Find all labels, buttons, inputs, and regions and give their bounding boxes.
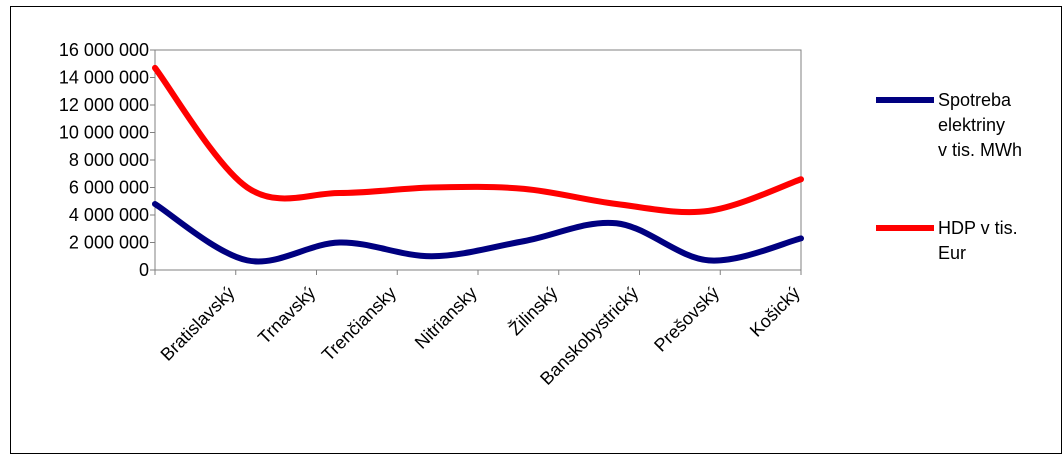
x-tick-label: Trenčiansky: [318, 283, 400, 365]
series-group: [152, 64, 804, 265]
legend: Spotreba elektriny v tis. MWh HDP v tis. Eur: [876, 90, 1022, 263]
y-tick-label: 4 000 000: [69, 205, 149, 225]
legend-label: Spotreba elektriny v tis. MWh: [938, 90, 1022, 160]
x-tick-label: Žilinský: [505, 283, 562, 340]
y-tick-label: 2 000 000: [69, 233, 149, 253]
x-tick-label: Bratislavský: [157, 283, 239, 365]
x-tick-label: Košický: [746, 283, 804, 341]
series-line-0: [152, 201, 804, 265]
y-tick-label: 16 000 000: [59, 40, 149, 60]
y-tick-label: 8 000 000: [69, 150, 149, 170]
plot-area: [154, 49, 802, 271]
y-tick-label: 6 000 000: [69, 178, 149, 198]
x-tick-label: Nitriansky: [411, 283, 481, 353]
legend-label: HDP v tis. Eur: [938, 218, 1018, 263]
y-tick-label: 12 000 000: [59, 95, 149, 115]
y-tick-label: 14 000 000: [59, 68, 149, 88]
x-tick-label: Prešovský: [650, 283, 723, 356]
x-tick-label: Trnavský: [254, 283, 319, 348]
y-tick-label: 0: [139, 260, 149, 280]
y-axis: 0 2 000 000 4 000 000 6 000 000 8 000 000 10 …: [59, 40, 155, 280]
y-tick-label: 10 000 000: [59, 123, 149, 143]
